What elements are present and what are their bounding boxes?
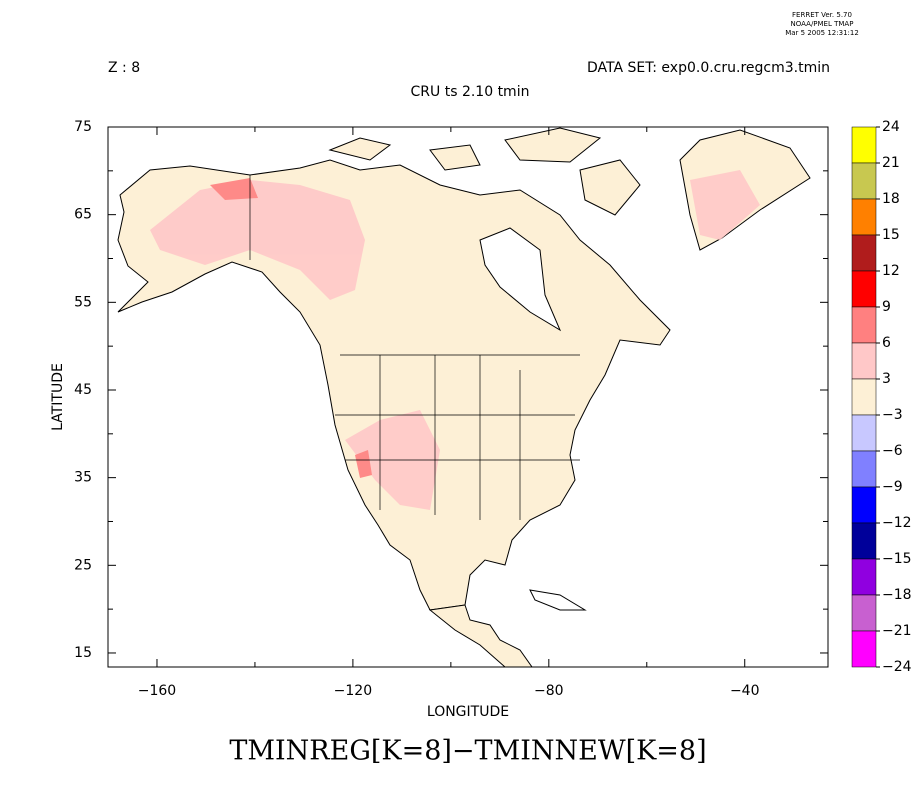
colorbar-bin — [851, 162, 877, 200]
y-tick-label: 25 — [74, 557, 92, 573]
x-tick-label: −80 — [534, 683, 564, 699]
colorbar-bin — [851, 126, 877, 164]
colorbar-label: 6 — [882, 335, 891, 351]
z-label: Z : 8 — [108, 60, 140, 76]
ferret-org: NOAA/PMEL TMAP — [791, 20, 854, 28]
colorbar-label: 15 — [882, 227, 900, 243]
colorbar-bin — [851, 630, 877, 668]
colorbar-label: 21 — [882, 155, 900, 171]
colorbar-bin — [851, 450, 877, 488]
colorbar-label: −24 — [882, 659, 912, 675]
colorbar-label: 24 — [882, 119, 900, 135]
colorbar-bin — [851, 594, 877, 632]
y-tick-label: 75 — [74, 119, 92, 135]
subtitle: CRU ts 2.10 tmin — [411, 84, 530, 100]
colorbar-label: 9 — [882, 299, 891, 315]
colorbar-bin — [851, 234, 877, 272]
arctic-island — [429, 144, 481, 171]
colorbar-bin — [851, 270, 877, 308]
colorbar-label: −18 — [882, 587, 912, 603]
hudson-bay — [479, 227, 562, 332]
colorbar-bin — [851, 522, 877, 560]
y-axis-label: LATITUDE — [50, 363, 66, 431]
arctic-island — [328, 137, 392, 161]
footer-title: TMINREG[K=8]−TMINNEW[K=8] — [229, 736, 706, 767]
dataset-label: DATA SET: exp0.0.cru.regcm3.tmin — [587, 60, 830, 76]
colorbar-bin — [851, 414, 877, 452]
warm-region — [690, 170, 760, 240]
map-layer — [117, 127, 811, 667]
colorbar-label: −9 — [882, 479, 903, 495]
colorbar-bin — [851, 558, 877, 596]
x-axis-label: LONGITUDE — [427, 704, 509, 720]
arctic-island — [504, 127, 602, 163]
colorbar-bin — [851, 486, 877, 524]
y-tick-label: 65 — [74, 207, 92, 223]
colorbar-label: 3 — [882, 371, 891, 387]
cuba — [529, 589, 587, 611]
warm-region — [210, 178, 258, 200]
state-borders — [249, 175, 580, 520]
colorbar-label: −12 — [882, 515, 912, 531]
colorbar-bin — [851, 198, 877, 236]
colorbar-bin — [851, 378, 877, 416]
y-tick-label: 55 — [74, 294, 92, 310]
colorbar-label: 12 — [882, 263, 900, 279]
colorbar-label: −3 — [882, 407, 903, 423]
colorbar-label: −21 — [882, 623, 912, 639]
warm-region — [150, 180, 365, 300]
y-tick-label: 35 — [74, 470, 92, 486]
colorbar-label: 18 — [882, 191, 900, 207]
arctic-island — [579, 159, 641, 216]
ferret-version: FERRET Ver. 5.70 — [792, 11, 852, 19]
colorbar-label: −6 — [882, 443, 903, 459]
x-tick-label: −40 — [730, 683, 760, 699]
central-america — [428, 604, 533, 667]
colorbar-bin — [851, 342, 877, 380]
y-tick-label: 15 — [74, 645, 92, 661]
plot-frame — [107, 126, 829, 668]
warm-region — [355, 450, 372, 478]
colorbar-label: −15 — [882, 551, 912, 567]
x-tick-label: −120 — [334, 683, 372, 699]
colorbar-bin — [851, 306, 877, 344]
x-tick-label: −160 — [138, 683, 176, 699]
ferret-timestamp: Mar 5 2005 12:31:12 — [785, 29, 859, 37]
y-tick-label: 45 — [74, 382, 92, 398]
